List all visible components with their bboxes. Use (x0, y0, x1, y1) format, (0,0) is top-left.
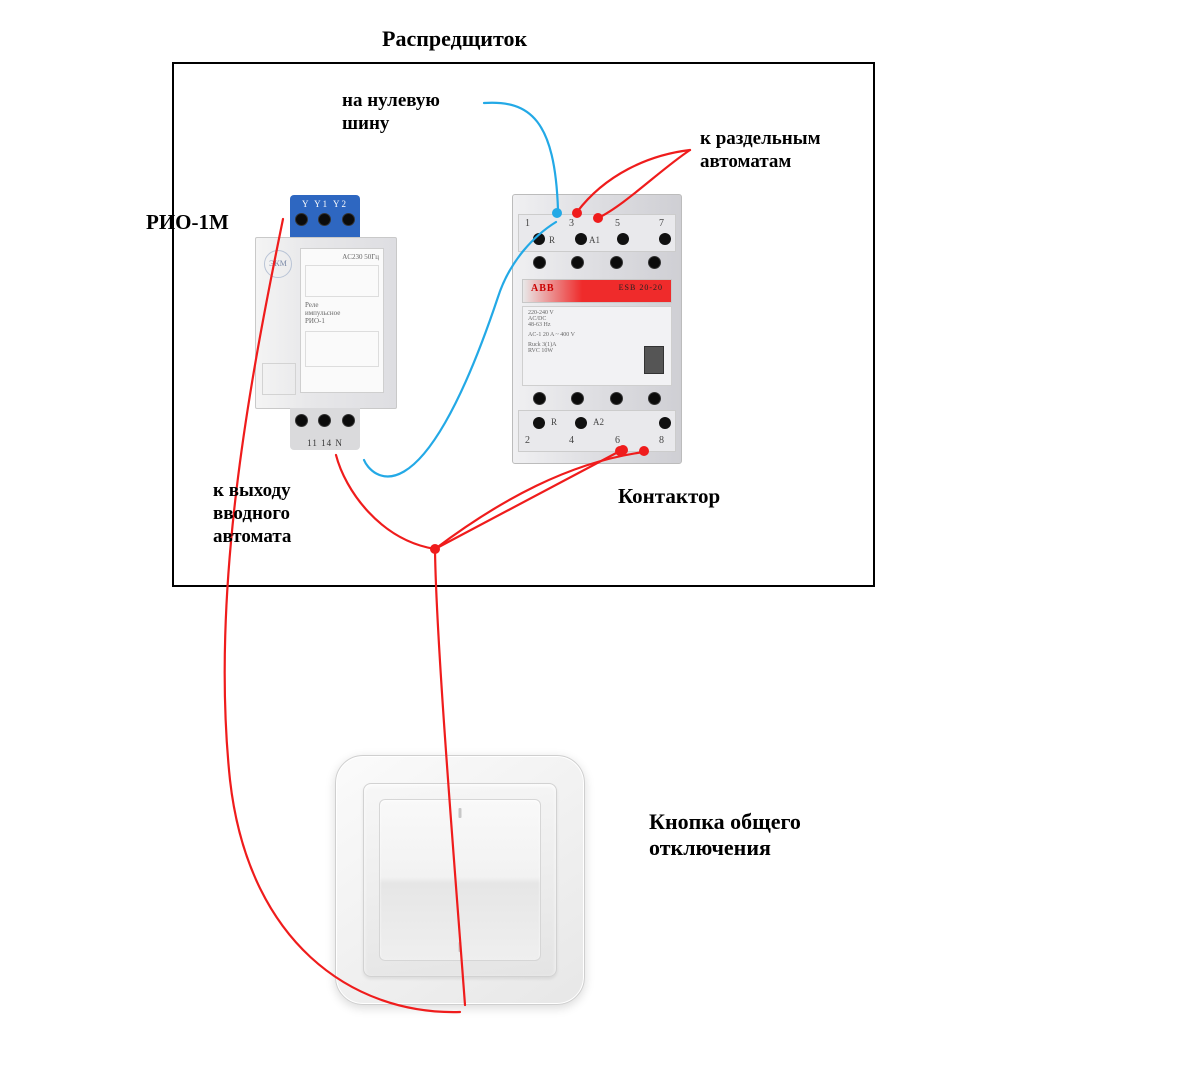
master-off-label: Кнопка общего отключения (649, 809, 801, 862)
to-breakers-label: к раздельным автоматам (700, 128, 821, 174)
diagram-stage: Y Y1 Y2 ЭКМ AC230 50Гц Реле импульсное Р… (0, 0, 1200, 1082)
rio-label: РИО-1М (146, 210, 229, 235)
wiring-layer (0, 0, 1200, 1082)
to-main-breaker-label: к выходу вводного автомата (213, 480, 291, 548)
panel-title: Распредщиток (382, 26, 527, 52)
to-neutral-label: на нулевую шину (342, 90, 440, 136)
contactor-label: Контактор (618, 484, 720, 509)
